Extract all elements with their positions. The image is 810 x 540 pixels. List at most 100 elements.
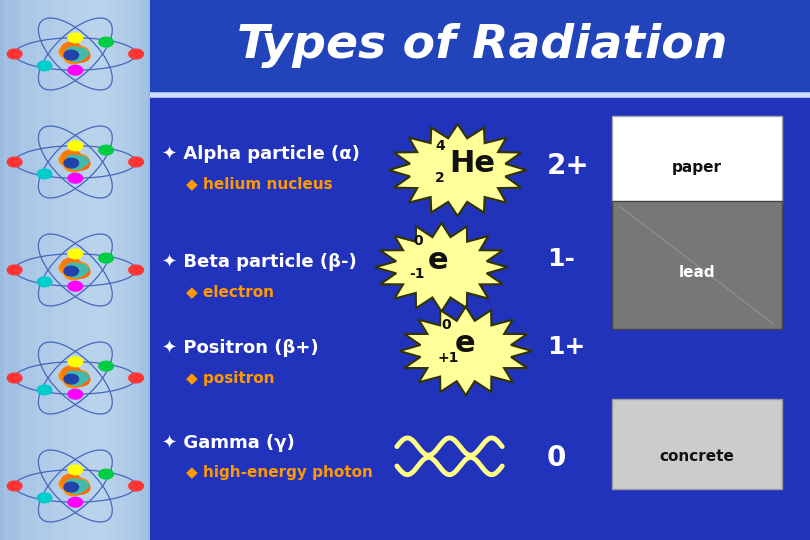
Circle shape bbox=[59, 477, 79, 490]
Circle shape bbox=[70, 373, 90, 386]
Text: 2: 2 bbox=[435, 171, 445, 185]
Circle shape bbox=[64, 374, 79, 384]
Text: ◆ electron: ◆ electron bbox=[186, 284, 275, 299]
Circle shape bbox=[64, 158, 79, 168]
FancyBboxPatch shape bbox=[612, 399, 782, 489]
Circle shape bbox=[66, 47, 82, 58]
Circle shape bbox=[99, 361, 113, 371]
Circle shape bbox=[59, 369, 79, 382]
Text: Types of Radiation: Types of Radiation bbox=[237, 23, 727, 69]
Circle shape bbox=[62, 474, 81, 487]
Circle shape bbox=[64, 483, 83, 496]
Text: ✦ Positron (β+): ✦ Positron (β+) bbox=[162, 339, 318, 357]
Circle shape bbox=[7, 157, 22, 167]
Text: paper: paper bbox=[671, 160, 722, 175]
Circle shape bbox=[64, 267, 83, 280]
Text: ✦ Alpha particle (α): ✦ Alpha particle (α) bbox=[162, 145, 360, 163]
Polygon shape bbox=[389, 124, 526, 216]
Circle shape bbox=[99, 145, 113, 155]
Circle shape bbox=[129, 373, 143, 383]
Circle shape bbox=[72, 264, 88, 275]
Circle shape bbox=[7, 265, 22, 275]
Circle shape bbox=[64, 482, 79, 492]
Circle shape bbox=[66, 155, 82, 166]
FancyBboxPatch shape bbox=[4, 0, 147, 540]
Circle shape bbox=[72, 48, 88, 59]
Circle shape bbox=[68, 249, 83, 259]
Circle shape bbox=[68, 389, 83, 399]
Circle shape bbox=[7, 49, 22, 59]
FancyBboxPatch shape bbox=[36, 0, 131, 540]
Circle shape bbox=[68, 141, 83, 151]
Circle shape bbox=[68, 375, 84, 386]
FancyBboxPatch shape bbox=[612, 201, 782, 329]
Circle shape bbox=[72, 372, 88, 383]
Circle shape bbox=[59, 261, 79, 274]
Circle shape bbox=[70, 370, 89, 383]
Text: He: He bbox=[450, 148, 496, 178]
Polygon shape bbox=[375, 223, 508, 312]
Circle shape bbox=[68, 357, 83, 367]
Circle shape bbox=[59, 45, 79, 58]
Circle shape bbox=[62, 42, 81, 55]
Text: 1+: 1+ bbox=[547, 335, 585, 359]
Circle shape bbox=[70, 46, 89, 59]
Circle shape bbox=[66, 371, 82, 382]
Circle shape bbox=[72, 480, 88, 491]
Circle shape bbox=[70, 481, 90, 494]
Text: 2+: 2+ bbox=[547, 152, 590, 180]
Circle shape bbox=[37, 493, 52, 503]
Circle shape bbox=[62, 150, 81, 163]
Circle shape bbox=[64, 159, 83, 172]
Circle shape bbox=[68, 465, 83, 475]
Circle shape bbox=[37, 277, 52, 287]
Polygon shape bbox=[399, 307, 532, 395]
Circle shape bbox=[99, 37, 113, 47]
Text: +1: +1 bbox=[437, 351, 458, 365]
Text: ◆ helium nucleus: ◆ helium nucleus bbox=[186, 176, 333, 191]
Text: 0: 0 bbox=[547, 444, 566, 472]
FancyBboxPatch shape bbox=[69, 0, 116, 540]
Text: -1: -1 bbox=[409, 267, 424, 281]
Circle shape bbox=[64, 375, 83, 388]
Circle shape bbox=[64, 266, 79, 276]
Circle shape bbox=[64, 50, 79, 60]
Circle shape bbox=[72, 156, 88, 167]
FancyBboxPatch shape bbox=[150, 0, 810, 92]
Text: e: e bbox=[455, 329, 475, 359]
Text: ✦ Gamma (γ): ✦ Gamma (γ) bbox=[162, 434, 295, 452]
Circle shape bbox=[37, 61, 52, 71]
Circle shape bbox=[70, 157, 90, 170]
FancyBboxPatch shape bbox=[0, 0, 150, 540]
Circle shape bbox=[99, 253, 113, 263]
Circle shape bbox=[7, 481, 22, 491]
Circle shape bbox=[70, 262, 89, 275]
Text: ◆ high-energy photon: ◆ high-energy photon bbox=[186, 465, 373, 480]
Circle shape bbox=[68, 173, 83, 183]
Text: ◆ positron: ◆ positron bbox=[186, 370, 275, 386]
FancyBboxPatch shape bbox=[85, 0, 107, 540]
Circle shape bbox=[66, 263, 82, 274]
Circle shape bbox=[64, 51, 83, 64]
Circle shape bbox=[70, 49, 90, 62]
FancyBboxPatch shape bbox=[20, 0, 139, 540]
Circle shape bbox=[129, 157, 143, 167]
Text: 0: 0 bbox=[441, 318, 451, 332]
Circle shape bbox=[62, 366, 81, 379]
Circle shape bbox=[7, 373, 22, 383]
FancyBboxPatch shape bbox=[612, 116, 782, 205]
Circle shape bbox=[129, 265, 143, 275]
Circle shape bbox=[68, 497, 83, 507]
Circle shape bbox=[66, 479, 82, 490]
FancyBboxPatch shape bbox=[53, 0, 123, 540]
Circle shape bbox=[70, 154, 89, 167]
Circle shape bbox=[68, 267, 84, 278]
Text: concrete: concrete bbox=[659, 449, 734, 464]
Circle shape bbox=[59, 153, 79, 166]
Circle shape bbox=[129, 481, 143, 491]
Circle shape bbox=[68, 51, 84, 62]
FancyBboxPatch shape bbox=[99, 0, 101, 540]
Circle shape bbox=[68, 65, 83, 75]
Circle shape bbox=[68, 159, 84, 170]
Text: 4: 4 bbox=[435, 139, 445, 153]
